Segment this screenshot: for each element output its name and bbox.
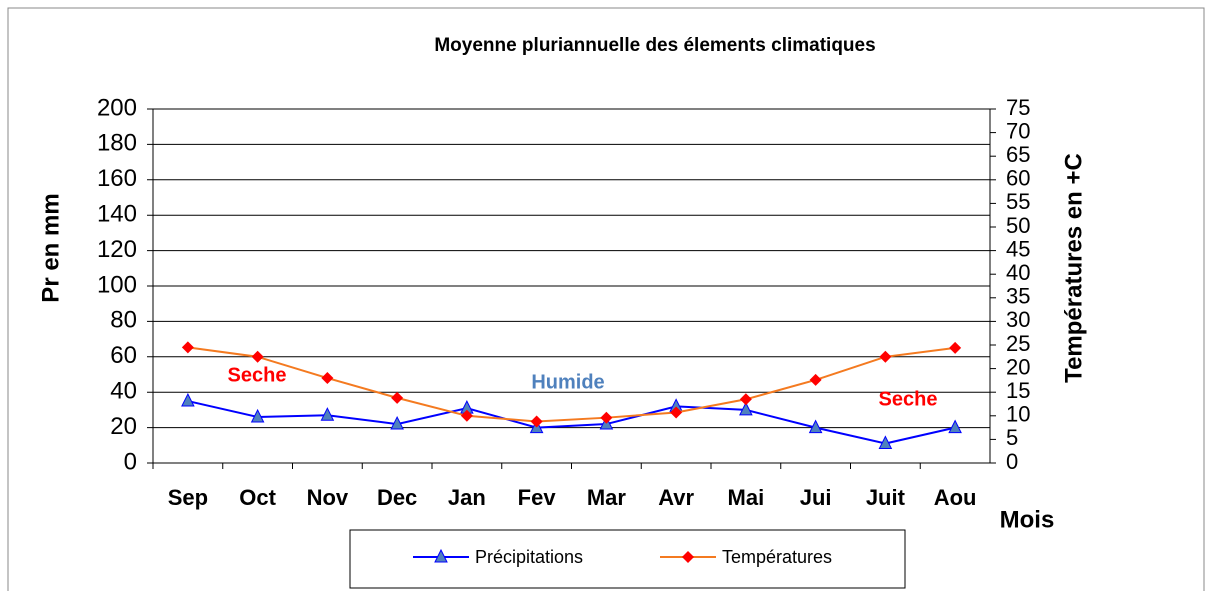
y2-tick-label: 75 [1006,95,1030,120]
y-tick-label: 0 [124,448,137,475]
y-tick-label: 100 [97,271,137,298]
point [682,551,694,563]
y2-tick-label: 30 [1006,307,1030,332]
y-axis-label: Pr en mm [37,193,64,302]
point [879,350,892,363]
y2-tick-label: 35 [1006,284,1030,309]
point [181,392,195,407]
y2-tick-label: 5 [1006,425,1018,450]
y2-tick-label: 60 [1006,166,1030,191]
y-tick-label: 60 [110,342,137,369]
y2-tick-label: 45 [1006,236,1030,261]
y-tick-label: 180 [97,130,137,157]
y-tick-label: 160 [97,165,137,192]
point [320,407,335,421]
point [530,415,543,428]
point [670,406,683,419]
point [181,341,194,354]
chart-border [7,7,1205,591]
x-tick-label: Dec [377,485,417,510]
y2-tick-label: 10 [1006,402,1030,427]
x-tick-label: Fev [518,485,557,510]
x-tick-label: Oct [239,485,276,510]
point [251,350,264,363]
x-tick-label: Avr [658,485,694,510]
x-tick-label: Nov [307,485,349,510]
series-line [187,346,956,423]
y2-tick-label: 40 [1006,260,1030,285]
y-tick-label: 80 [110,307,137,334]
y-tick-label: 200 [97,94,137,121]
y2-tick-label: 20 [1006,354,1030,379]
y-tick-label: 140 [97,201,137,228]
legend-label: Températures [722,547,832,567]
point [434,548,448,563]
point [390,415,404,430]
point [460,409,473,422]
point [948,419,962,434]
y-tick-label: 40 [110,378,137,405]
series-line [187,400,956,445]
point [808,419,823,434]
y2-tick-label: 15 [1006,378,1030,403]
legend-label: Précipitations [475,547,583,567]
point [739,401,753,416]
annotation: Humide [531,371,604,393]
x-tick-label: Juit [866,485,906,510]
point [600,411,613,424]
y2-tick-label: 25 [1006,331,1030,356]
x-tick-label: Sep [168,485,208,510]
y2-tick-label: 70 [1006,118,1030,143]
annotation: Seche [879,388,938,410]
x-tick-label: Aou [934,485,977,510]
point [739,393,752,406]
point [250,408,265,423]
x-tick-label: Jui [800,485,832,510]
x-axis-label: Mois [1000,506,1055,533]
x-tick-label: Mai [728,485,765,510]
y2-tick-label: 0 [1006,449,1018,474]
y2-axis-label: Températures en +C [1060,153,1087,383]
y2-tick-label: 65 [1006,142,1030,167]
annotation: Seche [228,364,287,386]
y2-tick-label: 55 [1006,189,1030,214]
point [809,373,822,386]
y-tick-label: 120 [97,236,137,263]
x-tick-label: Jan [448,485,486,510]
point [878,435,893,450]
y2-tick-label: 50 [1006,213,1030,238]
point [949,341,962,354]
y-tick-label: 20 [110,413,137,440]
point [321,372,334,385]
point [391,391,404,404]
x-tick-label: Mar [587,485,627,510]
chart-title: Moyenne pluriannuelle des élements clima… [434,35,875,56]
